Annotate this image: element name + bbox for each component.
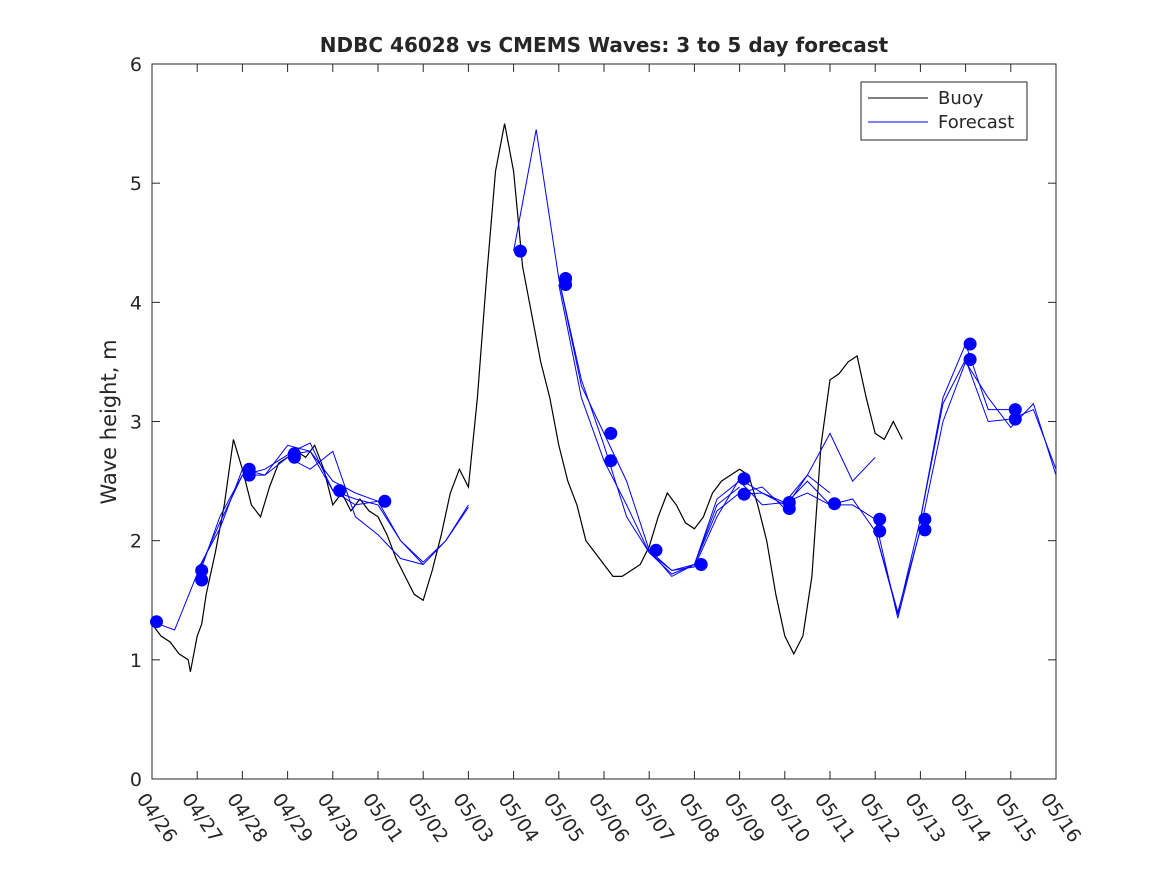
forecast-marker: [828, 497, 841, 511]
forecast-marker: [604, 426, 618, 440]
x-tick-label: 04/27: [177, 789, 226, 846]
y-tick-label: 1: [130, 650, 142, 672]
forecast-marker: [195, 564, 209, 577]
forecast-marker: [333, 484, 347, 498]
forecast-marker: [918, 523, 932, 537]
y-tick-label: 2: [130, 531, 142, 553]
forecast-marker: [963, 353, 977, 366]
y-ticks: 0 1 2 3 4 5 6: [130, 54, 1056, 791]
x-tick-label: 05/03: [448, 789, 497, 846]
legend-forecast-label: Forecast: [938, 112, 1014, 133]
x-tick-label: 05/08: [674, 789, 723, 846]
x-tick-label: 05/16: [1036, 789, 1085, 846]
forecast-marker: [242, 468, 256, 482]
forecast-marker: [873, 524, 887, 538]
x-tick-label: 05/01: [358, 789, 407, 846]
forecast-marker: [737, 487, 751, 501]
forecast-marker: [918, 512, 932, 526]
x-tick-label: 05/13: [900, 789, 949, 846]
forecast-marker: [150, 615, 163, 629]
forecast-marker: [782, 502, 796, 515]
x-tick-label: 05/04: [494, 789, 543, 846]
y-axis-label: Wave height, m: [97, 339, 121, 504]
x-tick-label: 05/06: [584, 789, 633, 846]
x-tick-label: 04/29: [268, 789, 317, 846]
x-tick-label: 04/26: [132, 789, 181, 846]
forecast-marker: [649, 543, 663, 557]
forecast-marker: [559, 278, 573, 291]
legend-buoy-label: Buoy: [938, 88, 984, 109]
forecast-markers: [150, 244, 1022, 629]
x-tick-label: 05/07: [629, 789, 678, 846]
x-tick-label: 05/02: [403, 789, 452, 846]
y-tick-label: 4: [130, 292, 142, 314]
forecast-run-6: [558, 284, 876, 575]
forecast-run-3: [287, 442, 469, 563]
forecast-run-4: [513, 129, 740, 572]
forecast-marker: [1008, 412, 1022, 426]
x-tick-label: 05/09: [720, 789, 769, 846]
x-tick-label: 05/15: [991, 789, 1040, 846]
x-tick-label: 05/11: [810, 789, 859, 846]
forecast-marker: [604, 454, 618, 468]
forecast-marker: [873, 512, 887, 526]
forecast-run-10: [919, 358, 1057, 520]
forecast-marker: [1008, 403, 1022, 417]
y-tick-label: 5: [130, 173, 142, 195]
legend: Buoy Forecast: [860, 81, 1028, 141]
chart-title: NDBC 46028 vs CMEMS Waves: 3 to 5 day fo…: [320, 33, 889, 57]
forecast-marker: [694, 558, 708, 571]
x-tick-label: 05/12: [855, 789, 904, 846]
y-tick-label: 0: [130, 769, 142, 791]
series-buoy: [151, 123, 903, 672]
forecast-marker: [513, 244, 527, 258]
y-tick-label: 3: [130, 412, 142, 434]
buoy-line: [151, 123, 903, 672]
y-tick-label: 6: [130, 54, 142, 76]
x-tick-label: 05/10: [765, 789, 814, 846]
x-tick-label: 04/30: [313, 789, 362, 846]
x-tick-label: 05/14: [946, 789, 995, 846]
plot-frame: [151, 63, 1057, 780]
forecast-marker: [287, 450, 301, 464]
forecast-marker: [378, 494, 392, 508]
forecast-marker: [195, 573, 209, 587]
forecast-marker: [737, 472, 751, 486]
x-tick-label: 04/28: [222, 789, 271, 846]
legend-box: [860, 81, 1028, 141]
forecast-marker: [963, 337, 977, 351]
x-tick-label: 05/05: [539, 789, 588, 846]
